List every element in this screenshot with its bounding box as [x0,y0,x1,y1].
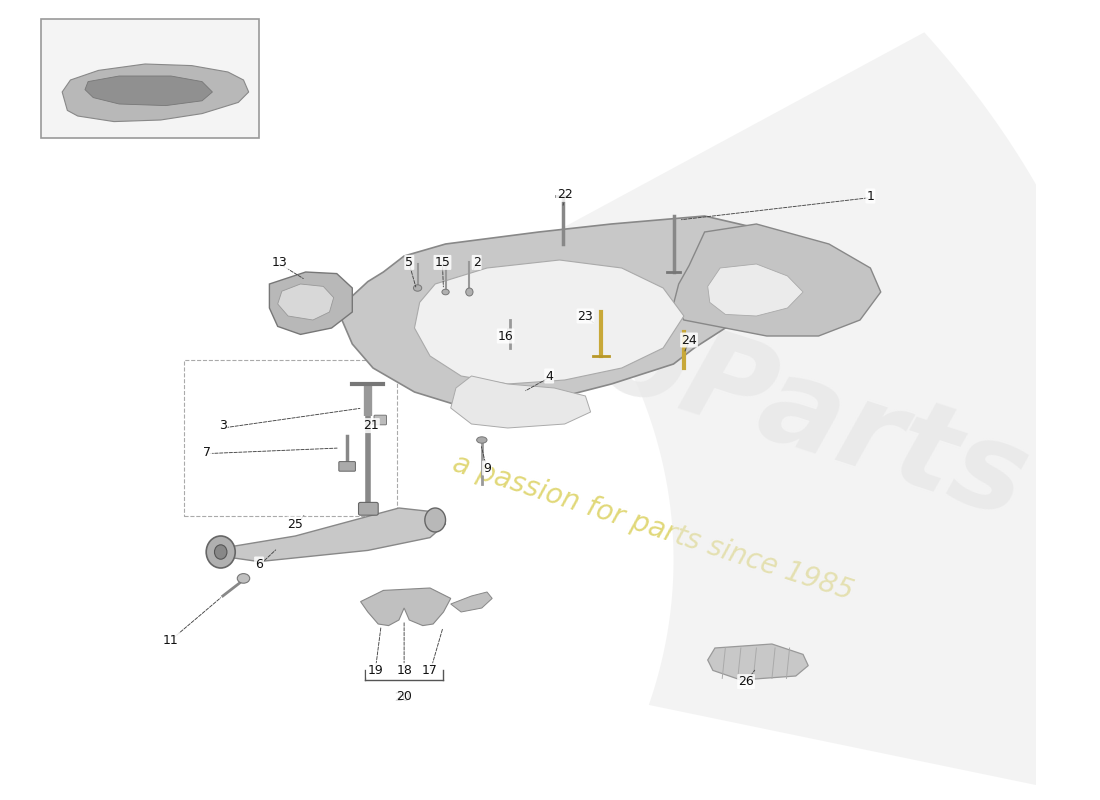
Text: 4: 4 [546,370,553,382]
Text: 20: 20 [396,690,412,702]
Text: a passion for parts since 1985: a passion for parts since 1985 [449,450,857,606]
Polygon shape [542,32,1100,798]
Polygon shape [451,592,492,612]
Polygon shape [415,260,684,384]
Ellipse shape [442,289,449,295]
Polygon shape [451,376,591,428]
Polygon shape [361,588,451,626]
Ellipse shape [238,574,250,583]
Bar [42,19,258,138]
Text: 17: 17 [422,664,438,677]
Text: euroParts: euroParts [368,225,1042,543]
Text: 18: 18 [396,664,412,677]
Text: 3: 3 [219,419,227,432]
Polygon shape [707,644,808,680]
Text: 24: 24 [681,334,697,346]
Polygon shape [707,264,803,316]
FancyBboxPatch shape [359,502,378,515]
Polygon shape [277,284,333,320]
FancyBboxPatch shape [339,462,355,471]
Polygon shape [63,64,249,122]
Polygon shape [673,224,881,336]
Text: 9: 9 [483,462,491,474]
Text: 19: 19 [367,664,383,677]
Polygon shape [220,508,446,562]
Text: 26: 26 [738,675,754,688]
Polygon shape [270,272,352,334]
Polygon shape [85,76,212,106]
Ellipse shape [425,508,446,532]
Bar [185,360,397,516]
Ellipse shape [414,285,421,291]
Ellipse shape [476,437,487,443]
Text: 13: 13 [272,256,287,269]
Text: 25: 25 [287,518,304,530]
Polygon shape [342,216,849,408]
Ellipse shape [465,288,473,296]
Text: 5: 5 [405,256,414,269]
Text: 20: 20 [394,691,410,704]
Text: 16: 16 [498,330,514,342]
Text: 11: 11 [163,634,179,646]
Text: 21: 21 [363,419,378,432]
Text: 22: 22 [557,188,573,201]
Ellipse shape [206,536,235,568]
Text: 1: 1 [867,190,875,202]
Ellipse shape [214,545,227,559]
Text: 6: 6 [255,558,263,570]
FancyBboxPatch shape [374,415,386,425]
Text: 23: 23 [578,310,593,322]
Text: 7: 7 [204,446,211,458]
Text: 15: 15 [434,256,450,269]
Text: 2: 2 [473,256,481,269]
